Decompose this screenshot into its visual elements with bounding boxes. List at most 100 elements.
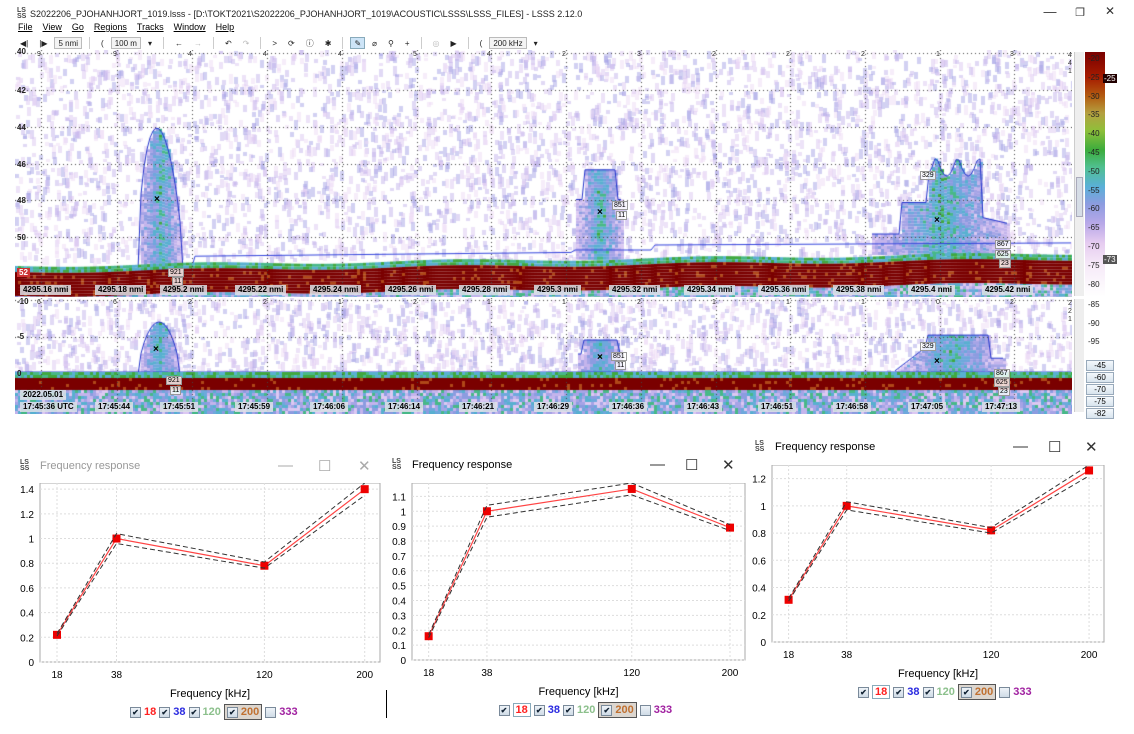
channel-label-38[interactable]: 38 xyxy=(173,706,186,718)
series-line-upper xyxy=(56,483,366,634)
channel-label-38[interactable]: 38 xyxy=(907,686,920,698)
pencil-icon[interactable]: ✎ xyxy=(350,37,366,49)
channel-checkbox[interactable]: ✔ xyxy=(960,686,972,698)
menu-view[interactable]: View xyxy=(42,22,62,32)
next-icon[interactable]: > xyxy=(272,39,278,48)
menu-go[interactable]: Go xyxy=(71,22,84,32)
distance-label: 4295.2 nmi xyxy=(160,285,207,295)
menu-regions[interactable]: Regions xyxy=(93,22,127,32)
channel-label-333[interactable]: 333 xyxy=(653,704,673,716)
ping-count-label: 4 xyxy=(338,51,342,58)
menu-window[interactable]: Window xyxy=(173,22,206,32)
depth-label: 42 xyxy=(17,86,26,95)
close-button[interactable]: ✕ xyxy=(358,458,371,475)
menu-help[interactable]: Help xyxy=(215,22,235,32)
crosshair-icon[interactable]: + xyxy=(404,39,410,48)
channel-checkbox[interactable]: ✔ xyxy=(533,704,545,716)
ping-count-label: 4 xyxy=(188,51,192,58)
channel-label-120[interactable]: 120 xyxy=(936,686,955,698)
freq-prev-icon[interactable]: ( xyxy=(479,39,483,48)
echogram-bottom-canvas[interactable] xyxy=(15,298,1072,414)
threshold-button[interactable]: -75 xyxy=(1086,396,1114,407)
channel-checkbox[interactable]: ✔ xyxy=(893,686,905,698)
chevron-down-icon[interactable]: ▾ xyxy=(533,39,538,48)
y-tick-label: 0.4 xyxy=(392,597,406,608)
close-button[interactable]: ✕ xyxy=(722,457,735,474)
minimize-button[interactable]: — xyxy=(1013,438,1028,455)
channel-label-333[interactable]: 333 xyxy=(279,706,298,718)
range-select[interactable]: 100 m xyxy=(110,37,141,49)
channel-checkbox[interactable]: ✔ xyxy=(922,686,934,698)
channel-checkbox[interactable]: ✔ xyxy=(159,706,171,718)
threshold-button[interactable]: -70 xyxy=(1086,384,1114,395)
channel-checkbox[interactable] xyxy=(999,686,1011,698)
echogram-bottom[interactable] xyxy=(15,298,1072,414)
bottom-scrollbar[interactable] xyxy=(1074,299,1084,412)
channel-label-120[interactable]: 120 xyxy=(577,704,596,716)
legend-item-selected[interactable]: ✔ 200 xyxy=(957,684,997,700)
channel-label-200[interactable]: 200 xyxy=(974,686,994,698)
play-icon[interactable]: ▶ xyxy=(450,39,457,48)
close-button[interactable]: ✕ xyxy=(1085,439,1098,456)
x-axis-label: Frequency [kHz] xyxy=(538,686,618,698)
info-icon[interactable]: ⓘ xyxy=(305,39,314,48)
close-button[interactable]: ✕ xyxy=(1104,4,1116,18)
region-label: 625 xyxy=(995,250,1011,259)
echogram-top-canvas[interactable] xyxy=(15,50,1072,297)
channel-checkbox[interactable] xyxy=(639,704,651,716)
step-forward-icon[interactable]: |▶ xyxy=(39,39,48,48)
channel-label-200[interactable]: 200 xyxy=(615,704,634,716)
minimize-button[interactable]: — xyxy=(1043,4,1057,19)
threshold-button[interactable]: -45 xyxy=(1086,360,1114,371)
channel-checkbox[interactable]: ✔ xyxy=(130,706,141,718)
undo-icon[interactable]: ↶ xyxy=(224,39,232,48)
arrow-right-icon[interactable]: → xyxy=(193,39,202,48)
colorbar-low-marker[interactable]: -73 xyxy=(1103,255,1117,264)
threshold-button[interactable]: -60 xyxy=(1086,372,1114,383)
menu-tracks[interactable]: Tracks xyxy=(136,22,164,32)
threshold-button[interactable]: -82 xyxy=(1086,408,1114,419)
maximize-button[interactable]: ☐ xyxy=(685,457,699,474)
legend-item-selected[interactable]: ✔ 200 xyxy=(598,702,637,718)
colorbar-high-marker[interactable]: -25 xyxy=(1103,74,1117,83)
zoom-icon[interactable]: ⚲ xyxy=(387,39,394,48)
channel-label-120[interactable]: 120 xyxy=(202,706,221,718)
app-logo-icon: LS SS xyxy=(392,458,402,471)
arrow-left-icon[interactable]: ← xyxy=(174,39,183,48)
maximize-button[interactable]: ☐ xyxy=(1048,439,1062,456)
channel-label-18[interactable]: 18 xyxy=(512,703,531,717)
channel-legend: ✔ 18 ✔ 38 ✔ 120 ✔ 200 333 xyxy=(498,702,673,718)
stop-icon[interactable]: ◎ xyxy=(432,39,440,48)
channel-checkbox[interactable]: ✔ xyxy=(188,706,200,718)
step-back-icon[interactable]: ◀| xyxy=(20,39,29,48)
channel-label-200[interactable]: 200 xyxy=(240,706,260,718)
channel-checkbox[interactable]: ✔ xyxy=(858,686,869,698)
frequency-select[interactable]: 200 kHz xyxy=(489,37,527,49)
minimize-button[interactable]: — xyxy=(278,457,293,474)
channel-checkbox[interactable]: ✔ xyxy=(498,704,510,716)
channel-label-18[interactable]: 18 xyxy=(872,685,891,699)
menu-file[interactable]: File xyxy=(18,22,33,32)
chevron-down-icon[interactable]: ▾ xyxy=(147,39,152,48)
channel-checkbox[interactable]: ✔ xyxy=(226,706,238,718)
range-decrease-icon[interactable]: ( xyxy=(101,39,104,48)
gear-icon[interactable]: ✱ xyxy=(324,39,332,48)
redo-icon[interactable]: ↷ xyxy=(242,39,250,48)
maximize-button[interactable]: ☐ xyxy=(318,458,332,475)
refresh-icon[interactable]: ⟳ xyxy=(288,39,295,48)
top-scrollbar[interactable] xyxy=(1074,52,1084,296)
channel-checkbox[interactable]: ✔ xyxy=(563,704,574,716)
channel-checkbox[interactable] xyxy=(265,706,277,718)
channel-label-333[interactable]: 333 xyxy=(1013,686,1032,698)
colorbar-tick: -40 xyxy=(1088,129,1100,139)
frequency-response-window: LS SS Frequency response — ☐ ✕ 0 0.2 0.4 0.6 0.8 1 1… xyxy=(752,438,1115,711)
minimize-button[interactable]: — xyxy=(650,456,665,473)
channel-label-18[interactable]: 18 xyxy=(144,706,157,718)
channel-label-38[interactable]: 38 xyxy=(547,704,560,716)
echogram-top[interactable] xyxy=(15,50,1072,297)
channel-checkbox[interactable]: ✔ xyxy=(601,704,613,716)
maximize-button[interactable]: ❐ xyxy=(1075,7,1085,19)
distance-field[interactable]: 5 nmi xyxy=(54,37,83,49)
legend-item-selected[interactable]: ✔ 200 xyxy=(223,704,263,720)
eraser-icon[interactable]: ⌀ xyxy=(372,39,377,48)
